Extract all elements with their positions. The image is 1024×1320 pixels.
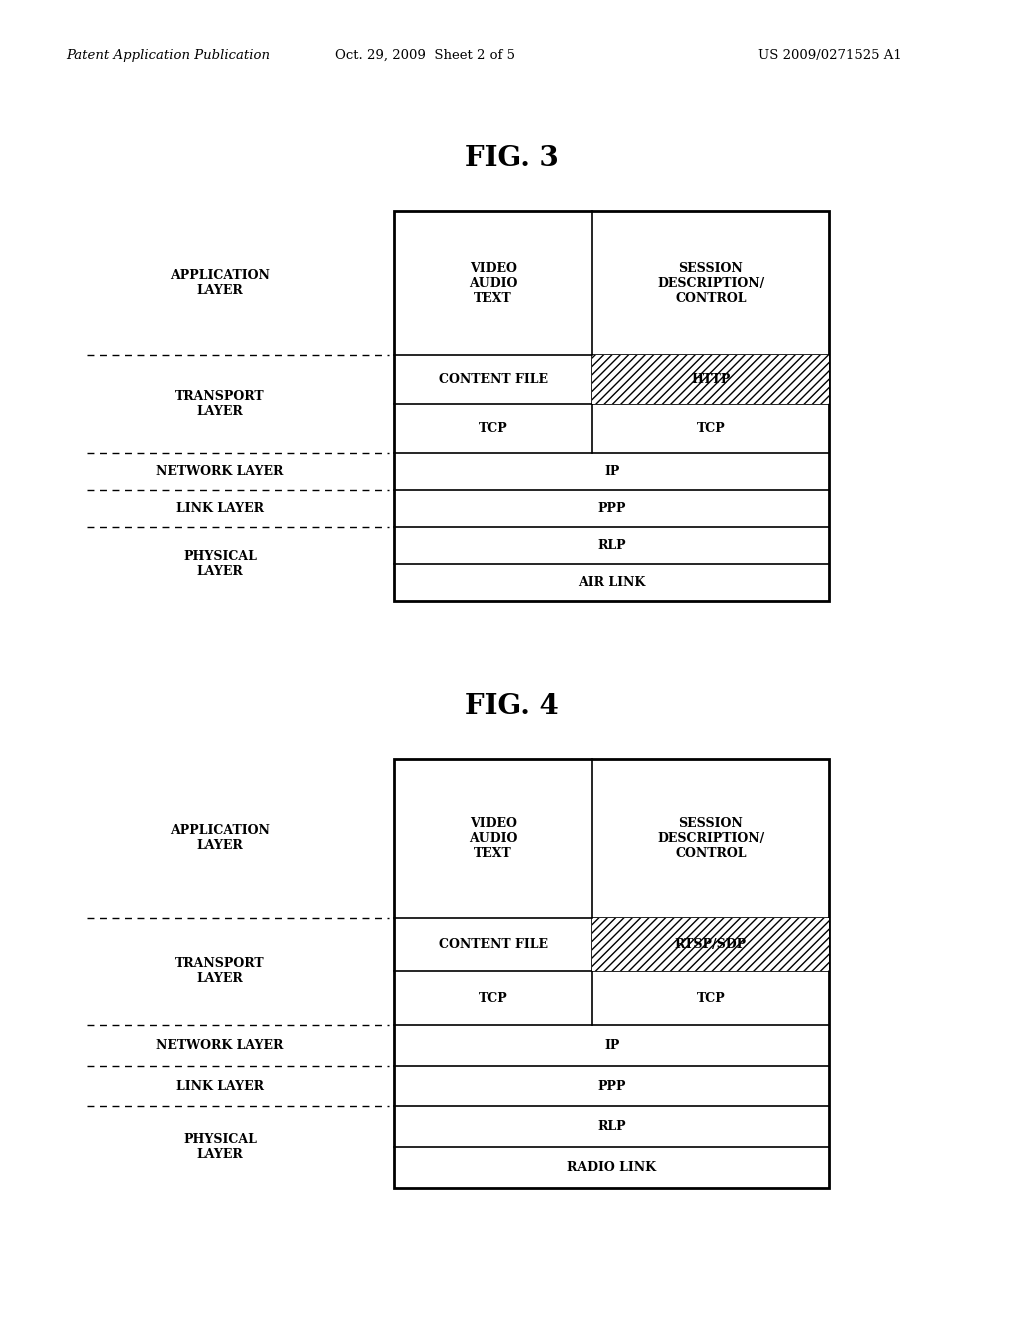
- Text: APPLICATION
LAYER: APPLICATION LAYER: [170, 269, 270, 297]
- Text: CONTENT FILE: CONTENT FILE: [438, 939, 548, 950]
- Text: NETWORK LAYER: NETWORK LAYER: [157, 1039, 284, 1052]
- Text: PPP: PPP: [598, 1080, 626, 1093]
- Text: RTSP/SDP: RTSP/SDP: [675, 939, 746, 950]
- Text: Patent Application Publication: Patent Application Publication: [67, 49, 270, 62]
- Text: APPLICATION
LAYER: APPLICATION LAYER: [170, 825, 270, 853]
- Text: TCP: TCP: [479, 422, 508, 434]
- Bar: [394, 759, 829, 1188]
- Text: HTTP: HTTP: [691, 374, 730, 387]
- Text: NETWORK LAYER: NETWORK LAYER: [157, 465, 284, 478]
- Text: US 2009/0271525 A1: US 2009/0271525 A1: [758, 49, 901, 62]
- Text: LINK LAYER: LINK LAYER: [176, 1080, 264, 1093]
- Text: TCP: TCP: [696, 422, 725, 434]
- Text: RLP: RLP: [598, 1121, 626, 1134]
- Text: Oct. 29, 2009  Sheet 2 of 5: Oct. 29, 2009 Sheet 2 of 5: [335, 49, 515, 62]
- Text: VIDEO
AUDIO
TEXT: VIDEO AUDIO TEXT: [469, 261, 517, 305]
- Bar: [592, 355, 829, 404]
- Text: TRANSPORT
LAYER: TRANSPORT LAYER: [175, 389, 265, 418]
- Text: TCP: TCP: [696, 991, 725, 1005]
- Text: PHYSICAL
LAYER: PHYSICAL LAYER: [183, 1134, 257, 1162]
- Text: VIDEO
AUDIO
TEXT: VIDEO AUDIO TEXT: [469, 817, 517, 859]
- Bar: [592, 917, 829, 972]
- Bar: [394, 211, 829, 601]
- Text: CONTENT FILE: CONTENT FILE: [438, 374, 548, 387]
- Text: PHYSICAL
LAYER: PHYSICAL LAYER: [183, 549, 257, 578]
- Text: IP: IP: [604, 465, 620, 478]
- Text: RLP: RLP: [598, 539, 626, 552]
- Text: SESSION
DESCRIPTION/
CONTROL: SESSION DESCRIPTION/ CONTROL: [657, 261, 765, 305]
- Text: IP: IP: [604, 1039, 620, 1052]
- Text: RADIO LINK: RADIO LINK: [567, 1162, 656, 1173]
- Text: FIG. 4: FIG. 4: [465, 693, 559, 719]
- Text: FIG. 3: FIG. 3: [465, 145, 559, 172]
- Text: LINK LAYER: LINK LAYER: [176, 502, 264, 515]
- Text: TRANSPORT
LAYER: TRANSPORT LAYER: [175, 957, 265, 985]
- Text: TCP: TCP: [479, 991, 508, 1005]
- Text: SESSION
DESCRIPTION/
CONTROL: SESSION DESCRIPTION/ CONTROL: [657, 817, 765, 859]
- Text: PPP: PPP: [598, 502, 626, 515]
- Text: AIR LINK: AIR LINK: [579, 576, 645, 589]
